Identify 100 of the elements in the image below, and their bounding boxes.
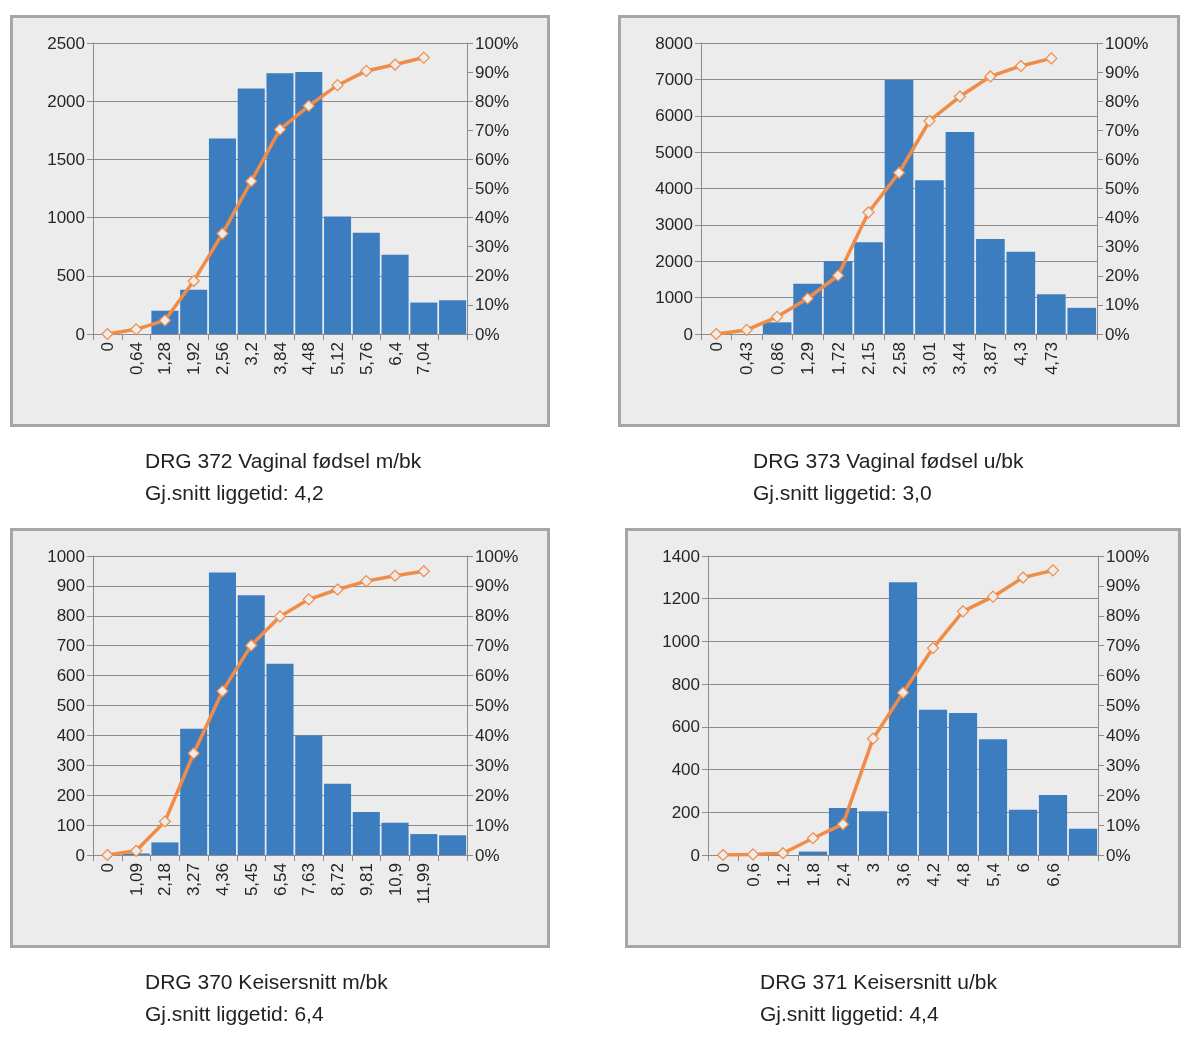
x-tick-label: 1,09 — [126, 863, 146, 897]
x-tick-label: 0,6 — [743, 863, 763, 887]
point — [331, 79, 344, 92]
text: DRG 373 Vaginal fødsel u/bk — [753, 448, 1025, 474]
bar — [945, 132, 975, 334]
y2-tick-label: 80% — [475, 91, 510, 111]
y2-tick-label: 60% — [1106, 666, 1141, 686]
text: DRG 372 Vaginal fødsel m/bk — [145, 448, 423, 474]
bar — [324, 783, 352, 855]
x-tick-label: 1,2 — [773, 863, 793, 887]
y2-tick-label: 90% — [1106, 576, 1141, 596]
point — [806, 832, 820, 845]
y2-tick-label: 0% — [1105, 324, 1130, 344]
point — [746, 848, 760, 861]
point — [776, 847, 790, 860]
y2-tick-label: 40% — [1105, 208, 1140, 228]
y2-tick-label: 70% — [475, 120, 510, 140]
y2-tick-label: 20% — [1105, 266, 1140, 286]
y-tick-label: 200 — [671, 802, 700, 822]
x-tick-label: 4,3 — [1011, 342, 1031, 366]
point — [866, 732, 880, 745]
y2-tick-label: 20% — [475, 266, 510, 286]
x-tick-label: 3,84 — [270, 342, 290, 376]
point — [1045, 52, 1058, 65]
y-tick-label: 3000 — [655, 215, 693, 235]
y2-tick-label: 90% — [475, 576, 510, 596]
y-tick-label: 1000 — [655, 288, 693, 308]
x-tick-label: 0,86 — [767, 342, 787, 376]
y-tick-label: 2000 — [47, 91, 85, 111]
x-tick-label: 9,81 — [356, 863, 376, 897]
x-tick-label: 3,87 — [980, 342, 1000, 376]
y2-tick-label: 100% — [1105, 33, 1149, 53]
bar — [978, 739, 1008, 855]
x-tick-label: 7,04 — [414, 342, 434, 376]
x-tick-label: 5,45 — [241, 863, 261, 897]
text: Gj.snitt liggetid: 6,4 — [145, 1001, 325, 1027]
y2-tick-label: 50% — [475, 179, 510, 198]
point — [417, 565, 430, 578]
x-tick-label: 3,01 — [919, 342, 939, 376]
y2-tick-label: 10% — [1105, 295, 1140, 315]
y2-tick-label: 50% — [475, 696, 510, 715]
y2-tick-label: 40% — [475, 725, 510, 745]
point — [923, 114, 936, 128]
y-tick-label: 8000 — [655, 33, 693, 53]
x-tick-label: 5,12 — [328, 342, 348, 376]
x-tick-label: 4,36 — [212, 863, 232, 897]
bar — [208, 138, 236, 334]
text: Gj.snitt liggetid: 4,2 — [145, 480, 325, 506]
y2-tick-label: 70% — [1106, 636, 1141, 656]
x-tick-label: 1,92 — [184, 342, 204, 376]
y2-tick-label: 80% — [475, 606, 510, 626]
y2-tick-label: 100% — [475, 546, 519, 566]
point — [771, 310, 784, 323]
y-tick-label: 200 — [56, 785, 85, 805]
y2-tick-label: 0% — [475, 324, 500, 344]
x-tick-label: 6,54 — [270, 863, 290, 897]
bar — [180, 728, 208, 855]
y2-tick-label: 90% — [475, 62, 510, 82]
y2-tick-label: 10% — [475, 815, 510, 835]
x-tick-label: 5,4 — [983, 863, 1003, 887]
x-tick-label: 1,29 — [798, 342, 818, 376]
point — [388, 58, 402, 71]
point — [956, 605, 970, 618]
x-tick-label: 4,8 — [953, 863, 973, 887]
bar — [439, 835, 467, 855]
x-tick-label: 11,99 — [414, 863, 434, 905]
point — [831, 269, 845, 282]
y-tick-label: 5000 — [655, 142, 693, 162]
text: DRG 371 Keisersnitt u/bk — [760, 969, 998, 995]
text: DRG 370 Keisersnitt m/bk — [145, 969, 389, 995]
y-tick-label: 800 — [56, 606, 85, 626]
point — [984, 70, 997, 83]
point — [360, 64, 373, 78]
point — [953, 90, 967, 103]
y2-tick-label: 60% — [1105, 149, 1140, 169]
x-tick-label: 1,72 — [828, 342, 848, 376]
x-tick-label: 6,6 — [1043, 863, 1063, 887]
point — [158, 815, 172, 828]
x-tick-label: 7,63 — [299, 863, 319, 897]
y2-tick-label: 80% — [1105, 91, 1140, 111]
point — [331, 583, 344, 596]
x-tick-label: 6 — [1013, 863, 1033, 873]
point — [101, 848, 114, 862]
x-tick-label: 3 — [863, 863, 883, 873]
y2-tick-label: 60% — [475, 666, 510, 686]
point — [862, 206, 875, 219]
point — [216, 227, 229, 240]
y-tick-label: 800 — [671, 674, 700, 694]
y-tick-label: 1000 — [47, 208, 85, 228]
y2-tick-label: 10% — [475, 295, 510, 315]
bar — [854, 242, 883, 334]
x-tick-label: 2,56 — [212, 342, 232, 376]
x-tick-label: 0 — [713, 863, 733, 873]
x-tick-label: 0 — [706, 342, 726, 352]
y-tick-label: 1400 — [662, 546, 700, 566]
point — [273, 123, 287, 136]
x-tick-label: 4,48 — [299, 342, 319, 376]
y2-tick-label: 50% — [1105, 179, 1140, 198]
bar — [439, 300, 467, 334]
x-tick-label: 4,2 — [923, 863, 943, 887]
